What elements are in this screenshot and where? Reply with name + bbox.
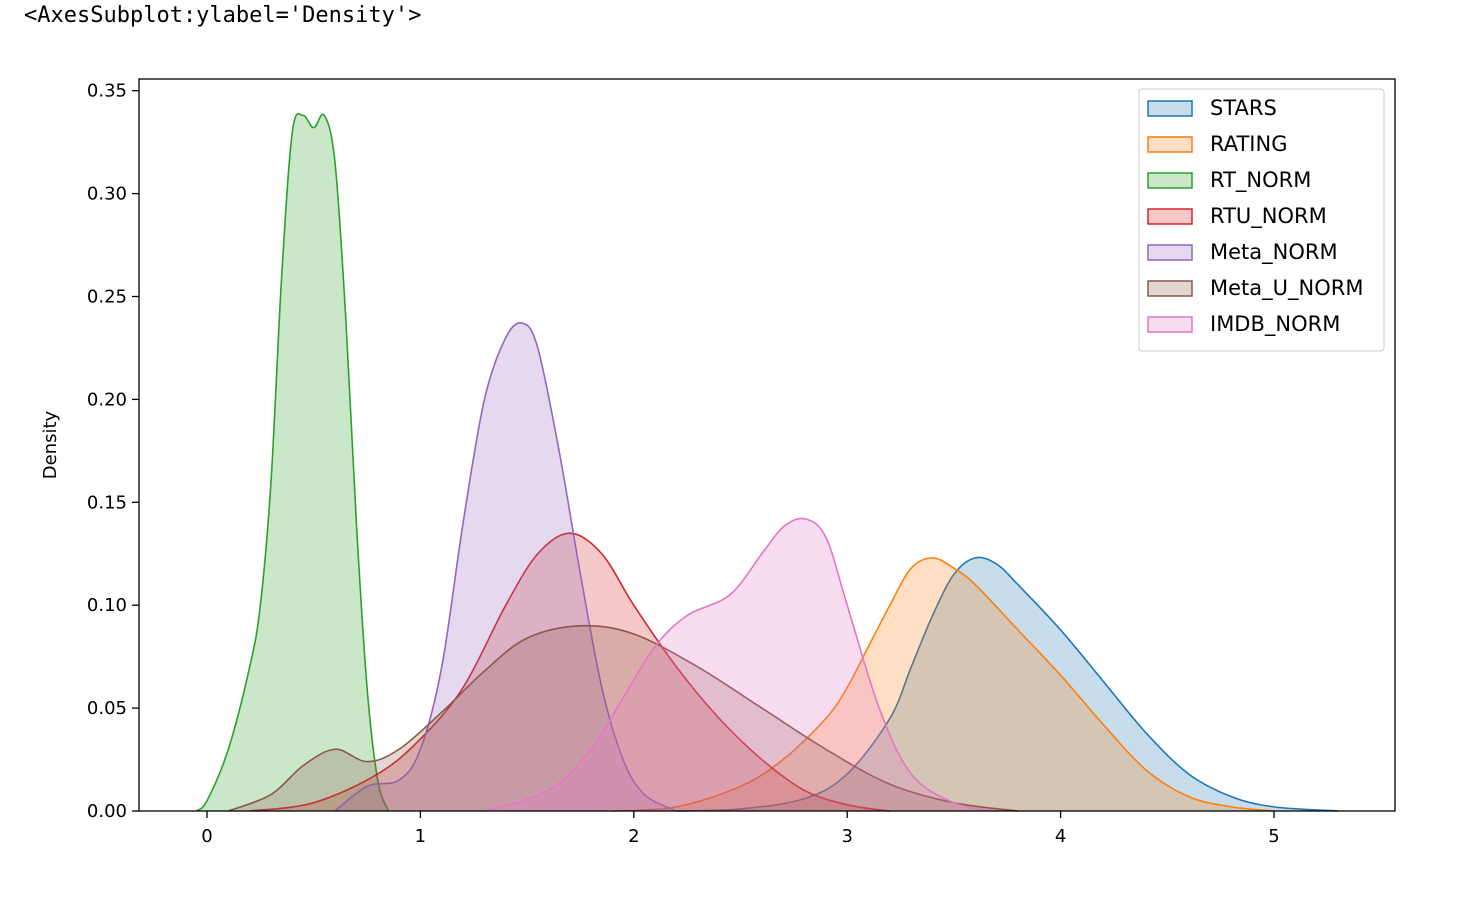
y-axis-label: Density	[40, 410, 61, 479]
legend-label-rt-norm: RT_NORM	[1210, 168, 1311, 193]
plot-frame	[138, 78, 1396, 812]
legend-label-stars: STARS	[1210, 96, 1277, 120]
line-rating	[612, 557, 1275, 812]
legend-box	[1138, 88, 1385, 352]
y-tick-label: 0.15	[87, 492, 127, 513]
legend-label-rating: RATING	[1210, 132, 1287, 156]
legend-swatch-rating	[1147, 136, 1193, 153]
x-tick-label: 0	[201, 826, 212, 847]
legend-label-rtu-norm: RTU_NORM	[1210, 204, 1327, 229]
y-tick-label: 0.25	[87, 287, 127, 308]
cell-output-repr: <AxesSubplot:ylabel='Density'>	[24, 3, 422, 28]
legend-swatch-rtu-norm	[1147, 208, 1193, 225]
y-tick-label: 0.20	[87, 389, 127, 410]
axes: 0 1 2 3 4 5 0.00 0.05 0.10 0.15 0.20 0.25 0.30 0.35 De…	[40, 78, 1396, 847]
legend-swatch-meta-u-norm	[1147, 280, 1193, 297]
area-rtu-norm	[249, 533, 890, 811]
legend: STARS RATING RT_NORM RTU_NORM Meta_NORM Meta_…	[1138, 88, 1385, 352]
y-tick-label: 0.30	[87, 184, 127, 205]
area-rating	[612, 557, 1274, 811]
area-imdb-norm	[484, 518, 997, 811]
line-meta-norm	[334, 322, 677, 812]
x-tick-label: 3	[841, 826, 852, 847]
density-curves	[195, 113, 1339, 812]
line-meta-u-norm	[228, 624, 1019, 812]
x-tick-label: 4	[1055, 826, 1066, 847]
line-rtu-norm	[249, 532, 890, 812]
y-tick-label: 0.05	[87, 698, 127, 719]
legend-swatch-meta-norm	[1147, 244, 1193, 261]
legend-swatch-imdb-norm	[1147, 316, 1193, 333]
x-tick-label: 1	[415, 826, 426, 847]
legend-swatch-rt-norm	[1147, 172, 1193, 189]
x-tick-label: 5	[1268, 826, 1279, 847]
x-tick-label: 2	[628, 826, 639, 847]
legend-label-imdb-norm: IMDB_NORM	[1210, 312, 1340, 337]
area-meta-norm	[335, 322, 677, 811]
line-imdb-norm	[484, 517, 997, 812]
line-rt-norm	[195, 113, 390, 812]
y-tick-label: 0.10	[87, 595, 127, 616]
y-tick-label: 0.00	[87, 801, 127, 822]
area-rt-norm	[196, 113, 389, 811]
area-meta-u-norm	[228, 625, 1018, 811]
area-stars	[676, 557, 1339, 811]
legend-label-meta-norm: Meta_NORM	[1210, 240, 1338, 265]
y-tick-label: 0.35	[87, 81, 127, 102]
legend-label-meta-u-norm: Meta_U_NORM	[1210, 276, 1363, 301]
line-stars	[676, 556, 1339, 812]
legend-swatch-stars	[1147, 100, 1193, 117]
